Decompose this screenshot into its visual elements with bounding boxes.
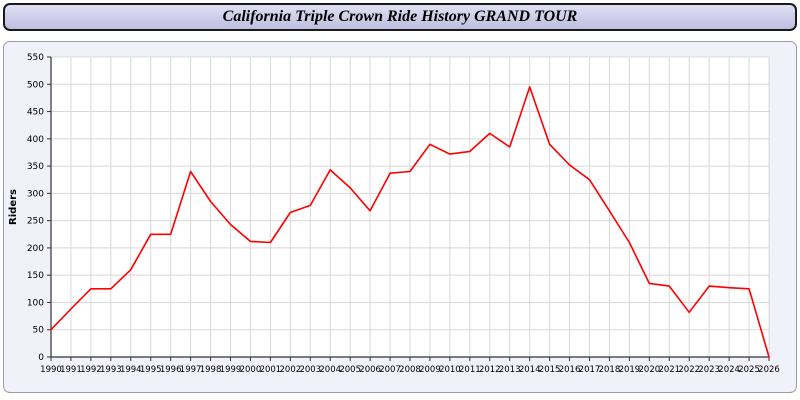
x-tick-label: 2023 [698,365,720,375]
x-tick-label: 2013 [499,365,521,375]
title-bar: California Triple Crown Ride History GRA… [3,3,797,31]
x-tick-label: 1999 [220,365,242,375]
x-tick-label: 2005 [339,365,361,375]
x-tick-label: 2007 [379,365,401,375]
x-tick-label: 1993 [100,365,122,375]
x-tick-label: 1990 [40,365,62,375]
y-tick-label: 300 [27,189,44,199]
x-tick-label: 2004 [319,365,341,375]
x-tick-label: 2001 [260,365,282,375]
x-tick-label: 2002 [280,365,302,375]
x-tick-label: 1994 [120,365,142,375]
x-tick-label: 1991 [60,365,82,375]
x-tick-label: 2003 [299,365,321,375]
x-tick-label: 2009 [419,365,441,375]
y-tick-label: 200 [27,244,44,254]
y-axis-title: Riders [8,189,19,225]
x-tick-label: 2000 [240,365,262,375]
x-tick-label: 2017 [579,365,601,375]
x-tick-label: 2018 [599,365,621,375]
y-tick-label: 100 [27,298,44,308]
x-tick-label: 2024 [718,365,740,375]
x-tick-label: 1992 [80,365,102,375]
x-tick-label: 2010 [439,365,461,375]
y-tick-label: 150 [27,271,44,281]
x-tick-label: 2016 [559,365,581,375]
x-tick-label: 2025 [738,365,760,375]
y-tick-label: 550 [27,53,44,63]
chart-panel: 0 50 100 150 200 250 300 350 400 450 500 550 1990 199… [3,41,797,393]
x-tick-label: 2022 [678,365,700,375]
ride-history-line-chart: 0501001502002503003504004505005501990199… [8,53,780,375]
y-tick-label: 0 [38,353,44,363]
y-tick-label: 400 [27,135,44,145]
x-tick-label: 2006 [359,365,381,375]
x-tick-label: 2019 [619,365,641,375]
x-tick-label: 2021 [658,365,680,375]
y-tick-label: 450 [27,108,44,118]
x-tick-label: 2020 [639,365,661,375]
x-tick-label: 2026 [758,365,780,375]
x-tick-label: 2014 [519,365,541,375]
x-tick-label: 1997 [180,365,202,375]
riders-data-line [50,86,770,358]
x-tick-label: 2015 [539,365,561,375]
y-tick-label: 350 [27,162,44,172]
y-tick-label: 250 [27,217,44,227]
x-tick-label: 1996 [160,365,182,375]
y-tick-label: 50 [33,326,45,336]
page-title: California Triple Crown Ride History GRA… [222,8,578,25]
y-tick-label: 500 [27,80,44,90]
x-tick-label: 2008 [399,365,421,375]
x-tick-label: 2012 [479,365,501,375]
x-tick-label: 2011 [459,365,481,375]
x-tick-label: 1998 [200,365,222,375]
x-tick-label: 1995 [140,365,162,375]
